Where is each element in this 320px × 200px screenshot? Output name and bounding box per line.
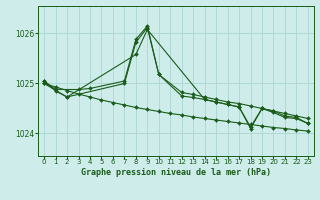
- X-axis label: Graphe pression niveau de la mer (hPa): Graphe pression niveau de la mer (hPa): [81, 168, 271, 177]
